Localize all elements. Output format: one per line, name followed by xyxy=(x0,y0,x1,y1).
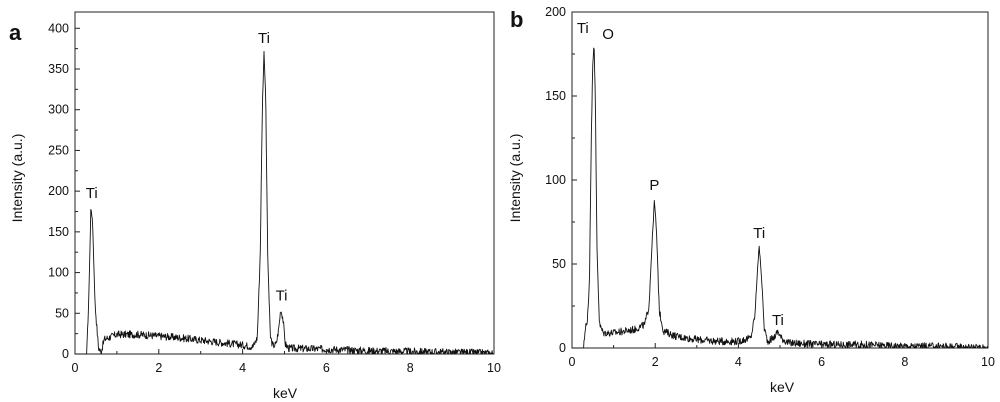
panel-b-ytick-label: 150 xyxy=(545,89,566,103)
panel-b-ytick-label: 0 xyxy=(559,341,566,355)
panel-a-spectrum-line xyxy=(75,51,494,355)
panel-b-peak-label: Ti xyxy=(753,225,765,242)
panel-b-xtick-label: 0 xyxy=(569,355,576,369)
panel-b-peak-label: O xyxy=(602,26,614,43)
panel-a-ytick-label: 350 xyxy=(48,62,69,76)
panel-b-frame xyxy=(571,11,989,349)
panel-a-ytick-label: 100 xyxy=(48,266,69,280)
panel-a-ytick-label: 400 xyxy=(48,21,69,35)
panel-a-xtick-label: 0 xyxy=(72,361,79,375)
panel-a-ytick-label: 250 xyxy=(48,143,69,157)
panel-b-xtick-label: 4 xyxy=(735,355,742,369)
panel-a-xlabel: keV xyxy=(273,385,298,401)
panel-b-peak-label: P xyxy=(649,177,659,194)
panel-b-ytick-label: 50 xyxy=(552,257,566,271)
panel-b-xtick-label: 10 xyxy=(981,355,995,369)
panel-b-spectrum-line xyxy=(572,47,988,349)
panel-a-xtick-label: 10 xyxy=(487,361,501,375)
panel-a-peak-label: Ti xyxy=(258,30,270,47)
panel-a-ylabel: Intensity (a.u.) xyxy=(9,134,25,223)
panel-b-xtick-label: 2 xyxy=(652,355,659,369)
panel-a-peak-label: Ti xyxy=(86,185,98,202)
panel-a-peak-label: Ti xyxy=(276,287,288,304)
panel-a-xtick-label: 8 xyxy=(407,361,414,375)
panel-b-xtick-label: 6 xyxy=(818,355,825,369)
panel-a-ytick-label: 150 xyxy=(48,225,69,239)
panel-b-ytick-label: 200 xyxy=(545,5,566,19)
panel-b-peak-label: Ti xyxy=(772,312,784,329)
panel-a-xtick-label: 6 xyxy=(323,361,330,375)
panel-b: b Intensity (a.u.) keV 0 2 4 6 8 100501001502… xyxy=(507,5,995,395)
panel-a-xtick-label: 2 xyxy=(155,361,162,375)
panel-b-letter: b xyxy=(510,7,523,32)
panel-a-ytick-label: 0 xyxy=(62,347,69,361)
panel-a-xtick-label: 4 xyxy=(239,361,246,375)
panel-b-xlabel: keV xyxy=(770,379,795,395)
panel-a-ytick-label: 200 xyxy=(48,184,69,198)
panel-b-ytick-label: 100 xyxy=(545,173,566,187)
panel-a: a Intensity (a.u.) keV 0 2 4 6 8 100501001502… xyxy=(9,11,501,401)
panel-a-letter: a xyxy=(9,20,22,45)
panel-a-ytick-label: 300 xyxy=(48,103,69,117)
panel-b-peak-label: Ti xyxy=(577,20,589,37)
panel-a-ytick-label: 50 xyxy=(55,306,69,320)
panel-b-ylabel: Intensity (a.u.) xyxy=(507,134,523,223)
panel-b-xtick-label: 8 xyxy=(901,355,908,369)
